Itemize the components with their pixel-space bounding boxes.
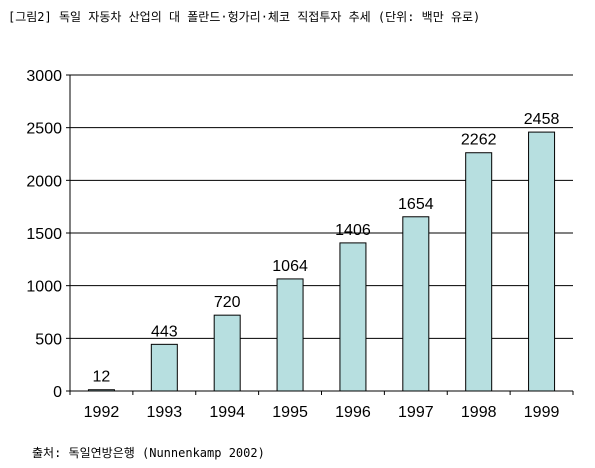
x-tick-label-1992: 1992 [84,404,120,421]
y-tick-label: 2500 [26,121,62,138]
y-tick-label: 1000 [26,279,62,296]
x-tick-labels: 1992 1993 1994 1995 1996 1997 1998 1999 [84,404,560,421]
grid-lines [70,74,573,339]
data-label-1997: 1654 [398,196,434,213]
bar-1993 [150,343,178,392]
bars [87,131,556,392]
chart-source: 출처: 독일연방은행 (Nunnenkamp 2002) [32,446,265,460]
x-tick-label-1997: 1997 [398,404,434,421]
y-tick-label: 500 [35,331,62,348]
data-label-1994: 720 [214,294,241,311]
data-label-1996: 1406 [335,222,371,239]
data-label-1992: 12 [93,369,111,386]
x-tick-label-1993: 1993 [147,404,183,421]
y-tick-labels: 0 500 1000 1500 2000 2500 3000 [26,68,62,401]
data-label-1999: 2458 [524,111,560,128]
bar-1996 [339,242,367,392]
bar-1999 [528,131,556,392]
bar-1992 [87,389,115,392]
x-tick-label-1994: 1994 [209,404,245,421]
chart-caption: [그림2] 독일 자동차 산업의 대 폴란드·헝가리·체코 직접투자 추세 (단… [8,10,481,24]
data-label-1995: 1064 [272,258,308,275]
y-tick-label: 3000 [26,68,62,85]
bar-1997 [402,216,430,392]
bar-1994 [213,314,241,392]
x-tick-label-1999: 1999 [524,404,560,421]
bar-1995 [276,278,304,392]
data-labels: 12 443 720 1064 1406 1654 2262 2458 [93,111,560,386]
x-tick-label-1998: 1998 [461,404,497,421]
bar-1998 [465,152,493,392]
data-label-1998: 2262 [461,132,497,149]
y-tick-label: 2000 [26,173,62,190]
x-tick-label-1996: 1996 [335,404,371,421]
data-label-1993: 443 [151,323,178,340]
axes [66,74,574,395]
y-tick-label: 1500 [26,226,62,243]
x-tick-label-1995: 1995 [272,404,308,421]
y-tick-label: 0 [53,384,62,401]
